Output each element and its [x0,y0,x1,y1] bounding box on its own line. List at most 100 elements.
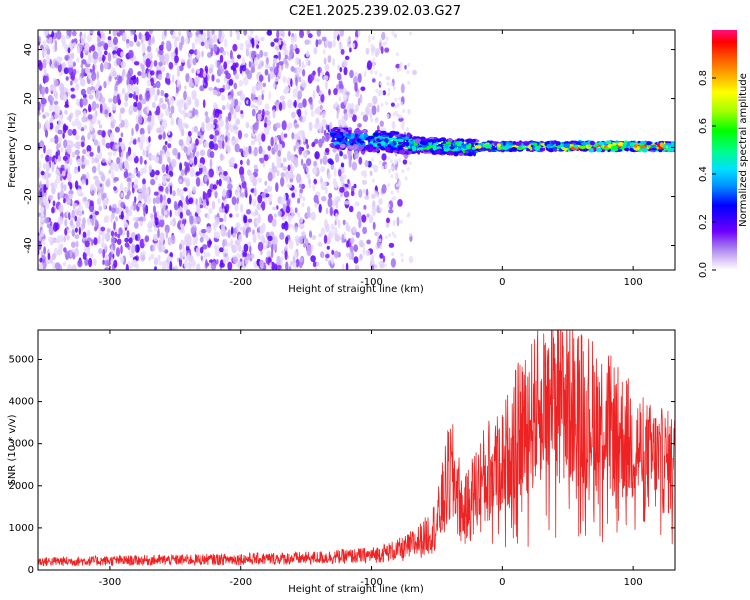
spectrogram-cell [113,119,116,125]
spectrogram-cell [306,166,309,173]
spectrogram-cell [128,49,134,59]
spectrogram-cell [252,176,257,187]
spectrogram-cell [261,93,264,101]
spectrogram-cell [351,161,358,171]
spectrogram-cell [130,30,135,35]
spectrogram-cell [63,125,69,131]
spectrogram-cell [59,175,63,182]
spectrogram-cell [334,134,342,139]
spectrogram-cell [166,72,170,78]
spectrogram-cell [94,218,98,228]
spectrogram-cell [398,117,404,122]
spectrogram-cell [42,98,47,105]
spectrogram-cell [261,133,266,142]
spectrogram-cell [53,87,57,97]
spectrogram-cell [230,156,235,163]
spectrogram-cell [108,75,112,82]
spectrogram-cell [150,253,155,260]
spectrogram-cell [287,164,291,172]
spectrogram-cell [105,232,111,242]
spectrogram-cell [64,54,70,61]
spectrogram-cell [225,254,230,265]
spectrogram-cell [92,64,95,74]
spectrogram-cell [132,216,138,221]
spectrogram-cell [240,159,243,165]
spectrogram-cell [202,99,206,109]
spectrogram-cell [132,139,137,145]
spectrogram-cell [190,142,195,151]
spectrogram-cell [82,251,87,260]
spectrogram-cell [290,153,295,163]
spectrogram-cell [301,61,305,69]
spectrogram-cell [239,192,246,198]
spectrogram-cell [574,144,579,149]
spectrogram-cell [43,75,49,83]
spectrogram-cell [267,235,273,242]
spectrogram-cell [238,79,244,87]
spectrogram-cell [641,147,648,153]
spectrogram-cell [141,190,147,200]
spectrogram-cell [253,187,257,197]
spectrogram-cell [339,186,345,193]
spectrogram-cell [170,52,175,57]
spectrogram-cell [172,148,178,156]
spectrogram-cell [297,212,301,218]
spectrogram-cell [398,182,402,187]
spectrogram-cell [626,141,631,146]
spectrogram-cell [406,132,411,137]
spectrogram-cell [231,196,237,206]
spectrogram-cell [50,221,53,227]
spectrogram-cell [298,146,303,156]
spectrogram-cell [202,190,206,201]
spectrogram-cell [218,118,224,128]
spectrogram-cell [224,38,228,48]
spectrogram-cell [51,253,56,261]
spectrogram-cell [176,77,179,88]
spectrogram-cell [63,139,68,149]
spectrogram-cell [57,136,62,145]
spectrogram-cell [179,162,183,172]
spectrogram-cell [370,70,374,75]
y-tick-label: 0 [23,144,34,150]
spectrogram-cell [112,243,116,251]
spectrogram-cell [199,246,204,254]
spectrogram-cell [169,220,174,226]
spectrogram-cell [399,139,404,143]
spectrogram-cell [508,148,514,153]
spectrogram-cell [98,223,101,233]
spectrogram-cell [363,204,367,210]
spectrogram-cell [130,76,136,81]
spectrogram-cell [54,43,57,52]
spectrogram-cell [333,141,341,145]
spectrogram-cell [136,76,139,85]
spectrogram-cell [179,178,182,184]
spectrogram-cell [232,256,238,263]
spectrogram-cell [213,134,217,143]
spectrogram-cell [48,148,52,155]
spectrogram-cell [61,62,66,69]
spectrogram-cell [203,251,207,260]
spectrogram-cell [138,188,143,193]
spectrogram-cell [223,212,227,223]
spectrogram-cell [127,84,133,90]
spectrogram-cell [114,53,118,59]
spectrogram-cell [265,56,269,65]
spectrogram-cell [352,114,357,122]
spectrogram-cell [287,122,293,129]
spectrogram-cell [379,245,383,250]
spectrogram-cell [366,60,373,71]
spectrogram-cell [199,85,205,92]
spectrogram-cell [43,246,46,255]
spectrogram-cell [100,62,104,73]
spectrogram-cell [222,224,226,232]
spectrogram-cell [102,199,107,204]
spectrogram-cell [142,254,146,261]
spectrogram-cell [257,241,264,252]
spectrogram-cell [611,145,618,150]
spectrogram-cell [343,61,348,67]
spectrogram-cell [394,172,399,180]
spectrogram-cell [280,196,285,206]
spectrogram-cell [372,61,375,70]
spectrogram-cell [261,191,266,199]
